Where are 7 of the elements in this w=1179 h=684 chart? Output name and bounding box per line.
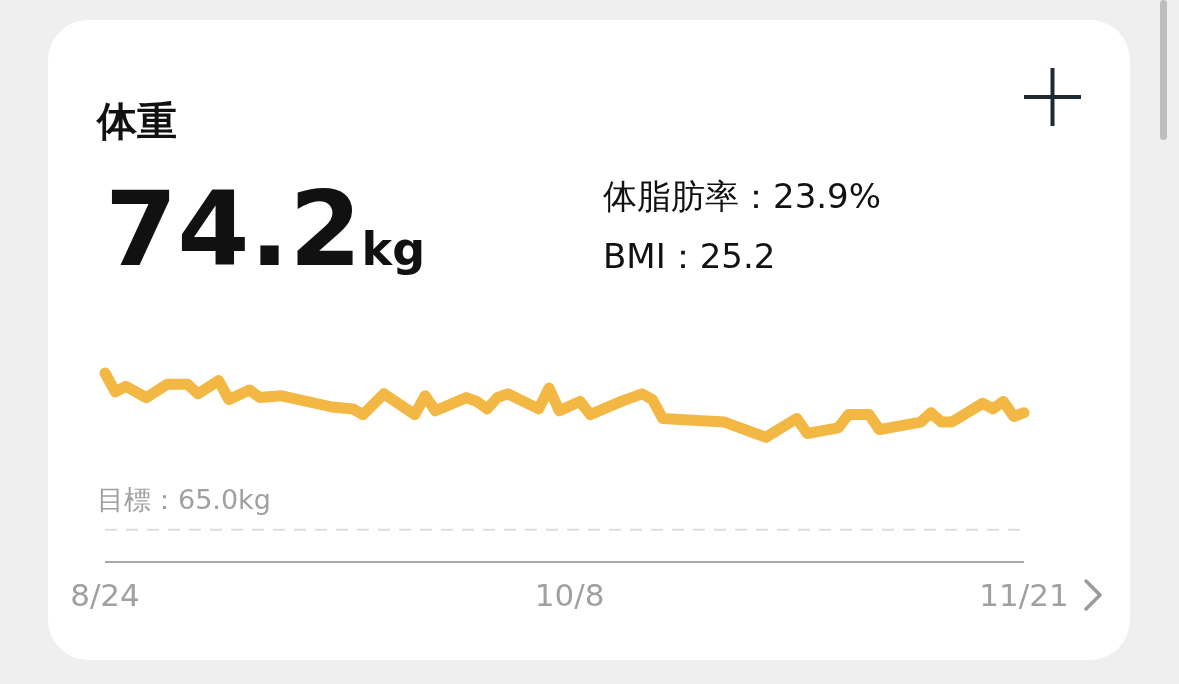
text: BMI：25.2: [603, 236, 776, 276]
ref-line-label: 目標：65.0kg: [97, 483, 271, 515]
x-tick-label: 10/8: [534, 577, 605, 613]
x-tick-label: 8/24: [70, 577, 140, 613]
chart-title: 体重: [95, 98, 177, 144]
text: 体脂肪率：23.9%: [603, 176, 882, 216]
x-tick-label: 11/21: [979, 577, 1069, 613]
